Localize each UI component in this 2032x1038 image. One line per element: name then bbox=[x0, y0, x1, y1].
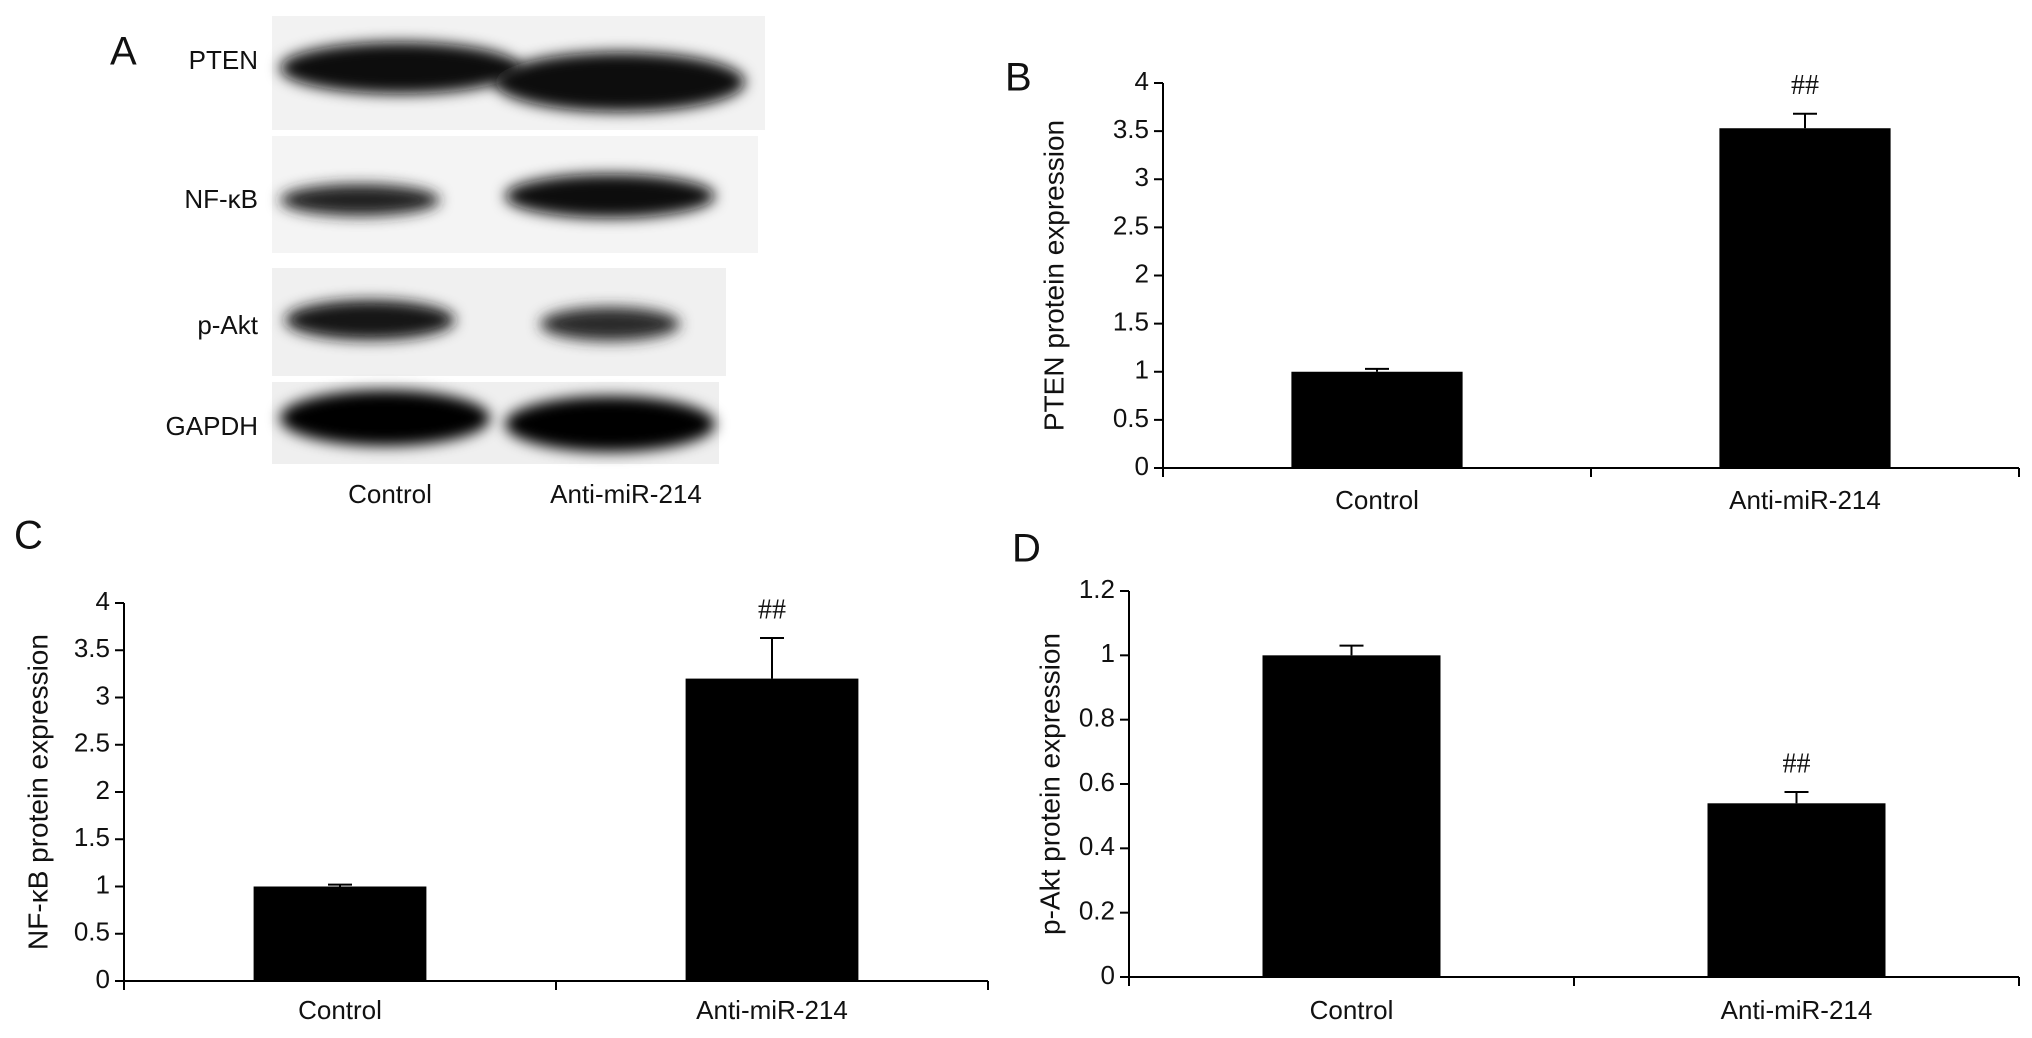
y-tick-label: 1.5 bbox=[74, 822, 110, 852]
band bbox=[280, 390, 490, 446]
y-tick-label: 3.5 bbox=[74, 633, 110, 663]
x-tick-label: Control bbox=[1310, 995, 1394, 1025]
band bbox=[540, 307, 680, 341]
x-tick-label: Control bbox=[298, 995, 382, 1025]
y-tick-label: 2.5 bbox=[74, 728, 110, 758]
lane-label: Control bbox=[348, 479, 432, 509]
y-axis-title: NF-κB protein expression bbox=[22, 634, 53, 950]
bar bbox=[1707, 803, 1886, 977]
x-tick-label: Anti-miR-214 bbox=[1729, 485, 1881, 515]
y-tick-label: 0.6 bbox=[1079, 767, 1115, 797]
y-tick-label: 3.5 bbox=[1113, 114, 1149, 144]
y-tick-label: 1 bbox=[1135, 355, 1149, 385]
y-tick-label: 3 bbox=[96, 680, 110, 710]
lane-label: Anti-miR-214 bbox=[550, 479, 702, 509]
panel-label: B bbox=[1005, 56, 1032, 100]
x-tick-label: Control bbox=[1335, 485, 1419, 515]
annotation: ## bbox=[1791, 70, 1819, 101]
x-tick-label: Anti-miR-214 bbox=[696, 995, 848, 1025]
y-tick-label: 0.4 bbox=[1079, 831, 1115, 861]
panel-label: C bbox=[14, 514, 43, 558]
y-tick-label: 2 bbox=[1135, 258, 1149, 288]
y-tick-label: 0.5 bbox=[1113, 403, 1149, 433]
y-tick-label: 0 bbox=[1135, 451, 1149, 481]
y-axis-title: p-Akt protein expression bbox=[1034, 633, 1065, 935]
bar bbox=[685, 678, 859, 981]
bar bbox=[1291, 371, 1463, 468]
band bbox=[280, 184, 440, 216]
band bbox=[285, 300, 455, 340]
y-axis-title: PTEN protein expression bbox=[1038, 120, 1069, 431]
y-tick-label: 2 bbox=[96, 775, 110, 805]
band-label: p-Akt bbox=[197, 310, 258, 340]
y-tick-label: 2.5 bbox=[1113, 210, 1149, 240]
band bbox=[495, 52, 745, 112]
panel-label: D bbox=[1012, 527, 1041, 571]
band bbox=[505, 174, 715, 218]
y-tick-label: 0 bbox=[1101, 960, 1115, 990]
y-tick-label: 1 bbox=[96, 869, 110, 899]
band-label: GAPDH bbox=[166, 411, 258, 441]
y-tick-label: 1.2 bbox=[1079, 574, 1115, 604]
band-label: NF-κB bbox=[184, 184, 258, 214]
y-tick-label: 1 bbox=[1101, 638, 1115, 668]
band-label: PTEN bbox=[189, 45, 258, 75]
y-tick-label: 0.5 bbox=[74, 917, 110, 947]
panel-label: A bbox=[110, 30, 137, 74]
blot-panel: A PTEN NF-κB p-Akt GAPDH Control Anti-mi… bbox=[110, 16, 765, 509]
y-tick-label: 0 bbox=[96, 964, 110, 994]
y-tick-label: 0.8 bbox=[1079, 703, 1115, 733]
band bbox=[280, 42, 520, 94]
y-tick-label: 0.2 bbox=[1079, 896, 1115, 926]
annotation: ## bbox=[1783, 748, 1811, 779]
y-tick-label: 1.5 bbox=[1113, 307, 1149, 337]
y-tick-label: 4 bbox=[96, 586, 110, 616]
annotation: ## bbox=[758, 594, 786, 625]
bar bbox=[1262, 655, 1441, 977]
bar bbox=[253, 886, 427, 981]
y-tick-label: 3 bbox=[1135, 162, 1149, 192]
y-tick-label: 4 bbox=[1135, 66, 1149, 96]
band bbox=[505, 396, 715, 452]
bar bbox=[1719, 128, 1891, 469]
x-tick-label: Anti-miR-214 bbox=[1721, 995, 1873, 1025]
